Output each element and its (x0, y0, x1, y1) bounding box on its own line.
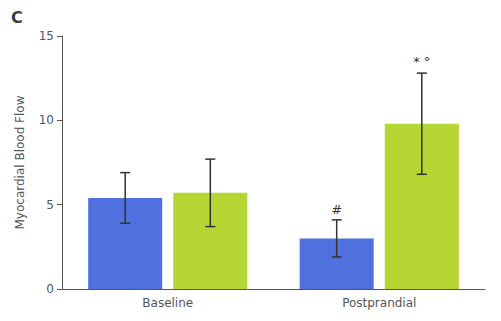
svg-text:5: 5 (46, 198, 54, 212)
svg-text:10: 10 (39, 113, 54, 127)
svg-text:Baseline: Baseline (142, 296, 193, 310)
svg-text:15: 15 (39, 29, 54, 43)
svg-text:* °: * ° (413, 54, 430, 69)
svg-text:Myocardial Blood Flow: Myocardial Blood Flow (13, 95, 27, 229)
svg-text:0: 0 (46, 282, 54, 296)
svg-text:#: # (331, 202, 342, 217)
svg-text:Postprandial: Postprandial (342, 296, 416, 310)
svg-text:C: C (11, 8, 23, 27)
